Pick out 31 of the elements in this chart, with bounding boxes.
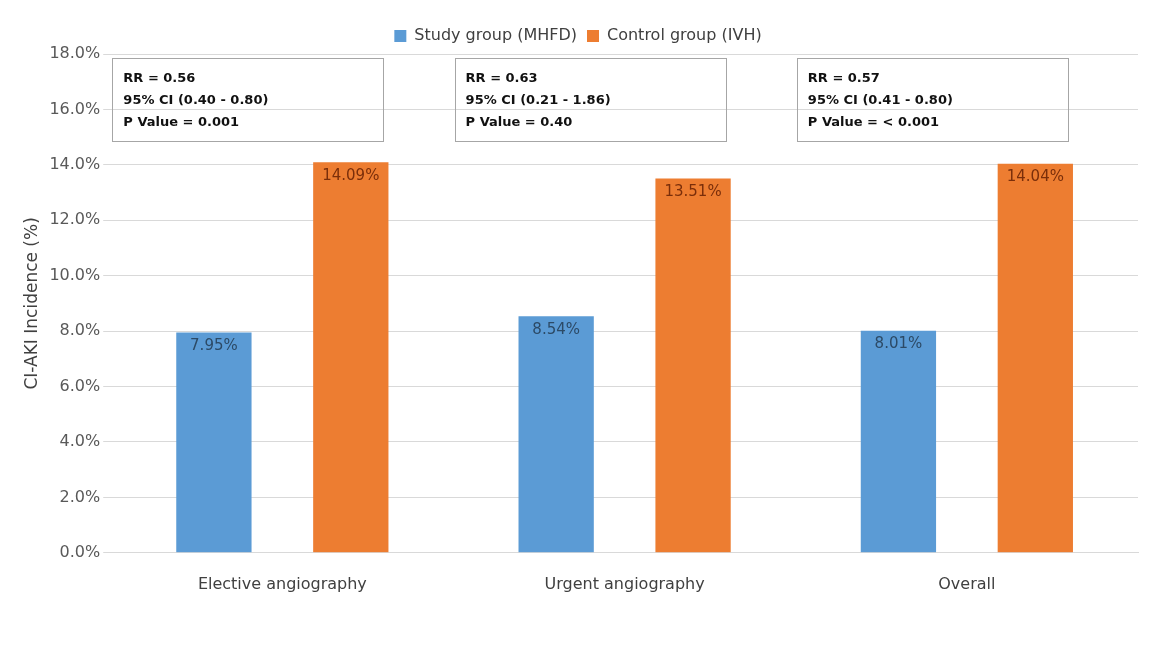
y-axis-title: CI-AKI Incidence (%)	[20, 217, 41, 390]
y-tick-label: 4.0%	[59, 431, 101, 451]
legend-label: Control group (IVH)	[607, 25, 762, 45]
y-tick-label: 8.0%	[59, 320, 101, 340]
y-tick-label: 10.0%	[49, 264, 101, 284]
annotation: RR = 0.57 95% CI (0.41 - 0.80) P Value = < 0.001	[796, 58, 1069, 142]
y-tick-label: 18.0%	[49, 43, 101, 63]
data-label: 8.54%	[532, 319, 580, 338]
annotation: RR = 0.63 95% CI (0.21 - 1.86) P Value = 0.40	[454, 58, 727, 142]
bar	[176, 332, 252, 553]
bar	[518, 316, 594, 553]
x-tick-label: Elective angiography	[197, 573, 367, 593]
data-label: 14.09%	[322, 165, 380, 184]
x-tick-label: Urgent angiography	[544, 573, 705, 593]
annotation: RR = 0.56 95% CI (0.40 - 0.80) P Value = 0.001	[112, 58, 385, 142]
y-tick-label: 0.0%	[59, 541, 101, 561]
y-tick-label: 12.0%	[49, 209, 101, 229]
data-label: 14.04%	[1006, 167, 1064, 186]
data-label: 7.95%	[190, 335, 238, 354]
x-tick-label: Overall	[938, 573, 996, 593]
bar	[997, 163, 1073, 553]
y-tick-label: 6.0%	[59, 375, 101, 395]
bar	[860, 330, 937, 553]
legend-label: Study group (MHFD)	[414, 25, 578, 45]
y-tick-label: 16.0%	[49, 98, 101, 118]
bar	[655, 178, 731, 553]
data-label: 13.51%	[664, 181, 722, 200]
y-tick-label: 2.0%	[59, 486, 101, 506]
y-tick-label: 14.0%	[49, 154, 101, 173]
data-label: 8.01%	[874, 334, 923, 353]
bar	[313, 162, 389, 553]
